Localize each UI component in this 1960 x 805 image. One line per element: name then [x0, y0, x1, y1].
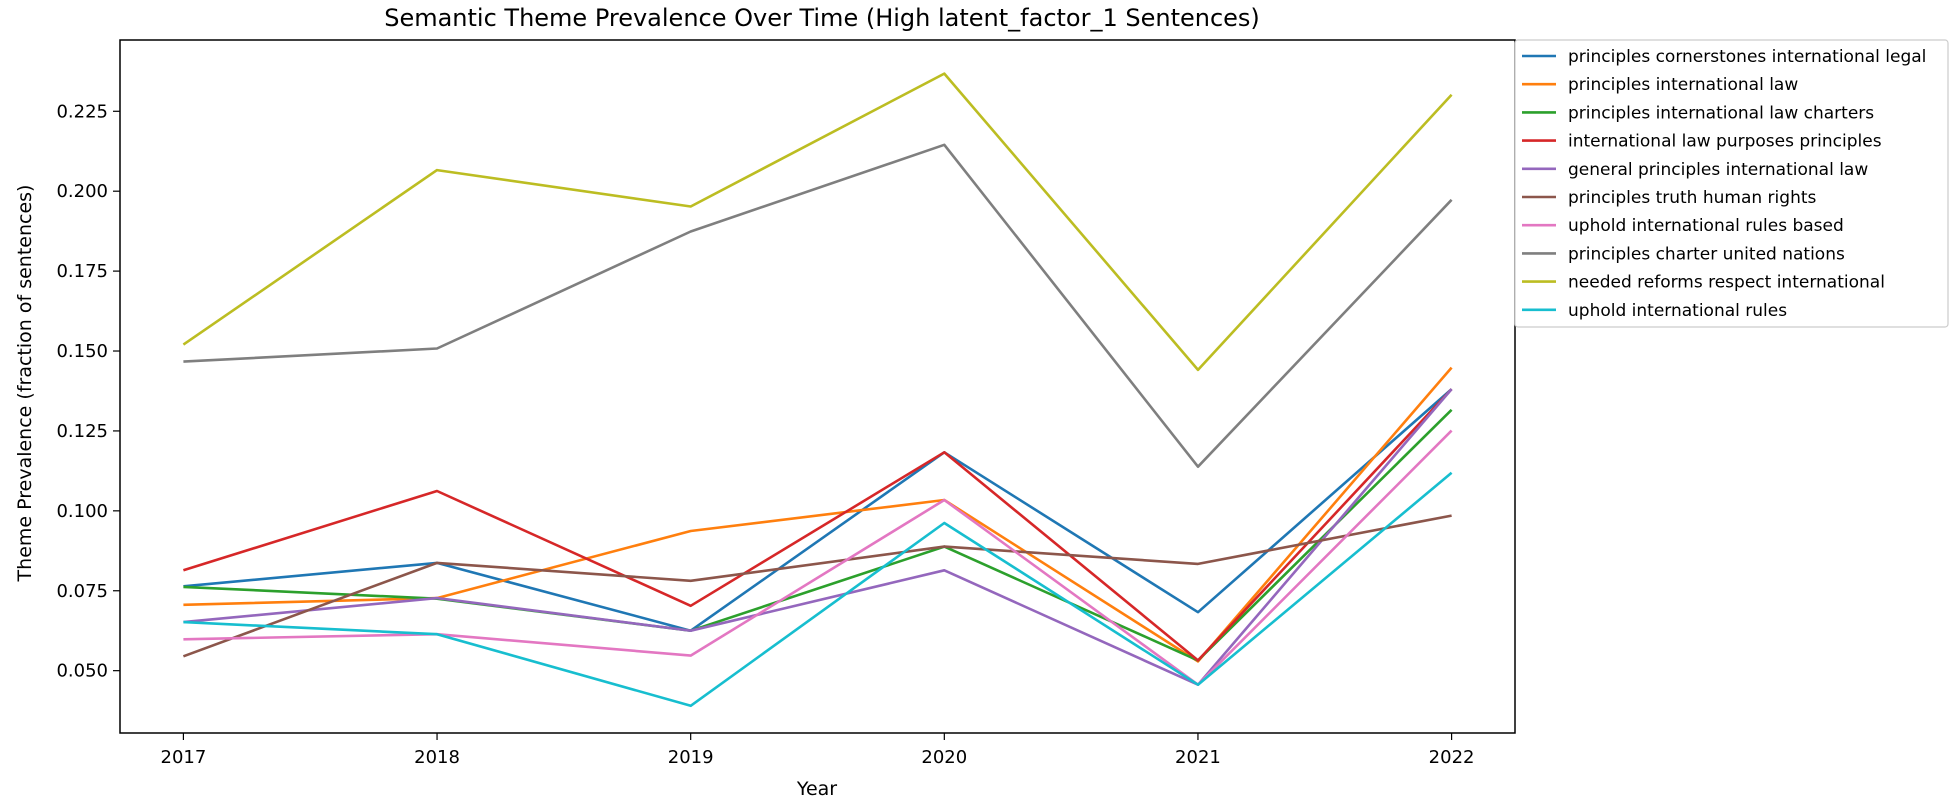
- legend-label: needed reforms respect international: [1568, 273, 1885, 293]
- legend-label: principles international law: [1568, 75, 1798, 95]
- x-tick-label: 2022: [1429, 747, 1475, 768]
- series-layer: [182, 72, 1453, 708]
- y-tick-label: 0.150: [56, 341, 108, 362]
- series-line-5: [183, 388, 1453, 687]
- plot-area: [119, 39, 1516, 734]
- y-tick-label: 0.200: [56, 181, 108, 202]
- x-tick-label: 2021: [1175, 747, 1221, 768]
- series-line-3: [183, 408, 1453, 662]
- legend: principles cornerstones international le…: [1514, 39, 1949, 328]
- legend-frame: [1514, 39, 1949, 328]
- series-line-8: [183, 143, 1453, 469]
- series-line-4: [183, 388, 1453, 662]
- legend-label: principles charter united nations: [1568, 244, 1845, 264]
- legend-label: general principles international law: [1568, 160, 1868, 180]
- x-tick-label: 2019: [668, 747, 714, 768]
- series-line-9: [182, 72, 1453, 372]
- series-line-10: [183, 471, 1453, 708]
- legend-label: principles truth human rights: [1568, 188, 1817, 208]
- series-line-7: [183, 429, 1453, 687]
- series-line-2: [183, 366, 1453, 663]
- legend-label: principles cornerstones international le…: [1568, 47, 1926, 67]
- legend-label: uphold international rules based: [1568, 216, 1844, 236]
- series-line-1: [183, 388, 1453, 633]
- chart-title: Semantic Theme Prevalence Over Time (Hig…: [384, 4, 1260, 32]
- x-tick-label: 2017: [161, 747, 207, 768]
- y-tick-label: 0.175: [56, 261, 108, 282]
- series-line-6: [182, 514, 1452, 658]
- x-tick-label: 2018: [414, 747, 460, 768]
- legend-label: principles international law charters: [1568, 103, 1874, 123]
- x-tick-label: 2020: [921, 747, 967, 768]
- x-axis: 2017 2018 2019 2020 2021 2022: [161, 733, 1475, 768]
- y-tick-label: 0.225: [56, 101, 108, 122]
- x-axis-label: Year: [796, 778, 837, 800]
- y-axis: 0.050 0.075 0.100 0.125 0.150 0.175 0.200 0.225: [56, 101, 120, 682]
- legend-label: international law purposes principles: [1568, 132, 1882, 152]
- y-tick-label: 0.125: [56, 421, 108, 442]
- y-tick-label: 0.075: [56, 581, 108, 602]
- y-tick-label: 0.100: [56, 501, 108, 522]
- y-axis-label: Theme Prevalence (fraction of sentences): [14, 185, 36, 583]
- y-tick-label: 0.050: [56, 661, 108, 682]
- legend-label: uphold international rules: [1568, 301, 1787, 321]
- plot-frame: [119, 39, 1516, 734]
